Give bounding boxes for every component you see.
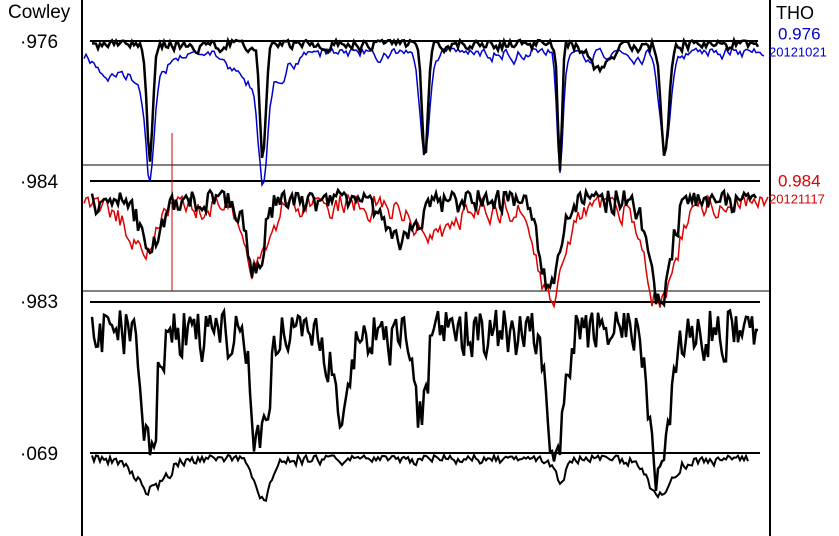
station-label: THO (776, 3, 814, 23)
trace (90, 307, 759, 492)
station-label: Cowley (8, 2, 71, 23)
trace (90, 187, 758, 308)
traces (83, 36, 769, 502)
trace-label: ·984 (20, 172, 58, 193)
trace-label: ·069 (20, 444, 58, 465)
trace-value: 0.984 (778, 171, 821, 190)
trace (91, 452, 749, 502)
trace-value: 0.976 (778, 24, 821, 43)
trace-date: 20121117 (769, 191, 825, 206)
trace-label: ·976 (20, 32, 58, 53)
trace-label: ·983 (20, 292, 58, 313)
trace (92, 36, 760, 171)
trace-date: 20121021 (769, 44, 827, 59)
